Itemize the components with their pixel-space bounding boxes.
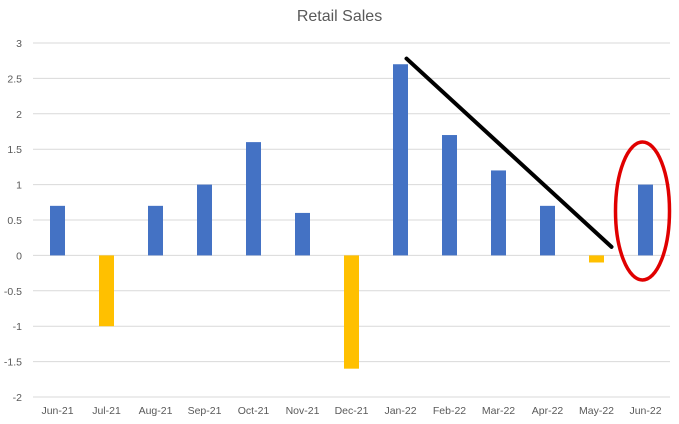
y-tick-label: -2 — [13, 392, 22, 404]
bar-jun-22 — [638, 184, 653, 256]
x-tick-label: Oct-21 — [238, 405, 270, 417]
y-tick-label: 0.5 — [7, 215, 22, 227]
y-tick-label: 1.5 — [7, 144, 22, 156]
bar-may-22 — [589, 255, 604, 263]
bars — [50, 64, 653, 369]
trend-line-annotation — [404, 56, 614, 249]
y-tick-label: 3 — [16, 38, 22, 50]
y-tick-label: 1 — [16, 180, 22, 192]
bar-apr-22 — [540, 205, 555, 256]
x-axis-labels: Jun-21 Jul-21 Aug-21 Sep-21 Oct-21 Nov-21 Dec-… — [41, 405, 661, 417]
x-tick-label: Jul-21 — [92, 405, 121, 417]
bar-aug-21 — [148, 205, 163, 256]
x-tick-label: Dec-21 — [335, 405, 369, 417]
y-tick-label: 2 — [16, 109, 22, 121]
chart-title: Retail Sales — [296, 8, 383, 25]
bar-mar-22 — [491, 170, 506, 256]
highlight-ellipse-annotation — [613, 140, 672, 282]
x-tick-label: Jun-21 — [41, 405, 73, 417]
bar-feb-22 — [442, 135, 457, 256]
y-tick-label: 0 — [16, 250, 22, 262]
x-tick-label: Aug-21 — [139, 405, 173, 417]
x-tick-label: Apr-22 — [532, 405, 564, 417]
x-tick-label: Feb-22 — [433, 405, 466, 417]
bar-oct-21 — [246, 142, 261, 256]
bar-jan-22 — [393, 64, 408, 256]
x-tick-label: Jan-22 — [384, 405, 416, 417]
y-tick-label: -1.5 — [4, 357, 22, 369]
bar-sep-21 — [197, 184, 212, 256]
y-axis-labels: 3 2.5 2 1.5 1 0.5 0 -0.5 -1 -1.5 -2 — [4, 38, 22, 404]
x-tick-label: Nov-21 — [286, 405, 320, 417]
bar-jul-21 — [99, 255, 114, 327]
annotations — [404, 56, 672, 282]
x-tick-label: Sep-21 — [188, 405, 222, 417]
bar-jun-21 — [50, 205, 65, 256]
y-tick-label: -0.5 — [4, 286, 22, 298]
x-tick-label: Jun-22 — [629, 405, 661, 417]
bar-nov-21 — [295, 212, 310, 256]
bar-dec-21 — [344, 255, 359, 369]
x-tick-label: May-22 — [579, 405, 614, 417]
x-tick-label: Mar-22 — [482, 405, 515, 417]
y-tick-label: -1 — [13, 321, 22, 333]
y-tick-label: 2.5 — [7, 73, 22, 85]
